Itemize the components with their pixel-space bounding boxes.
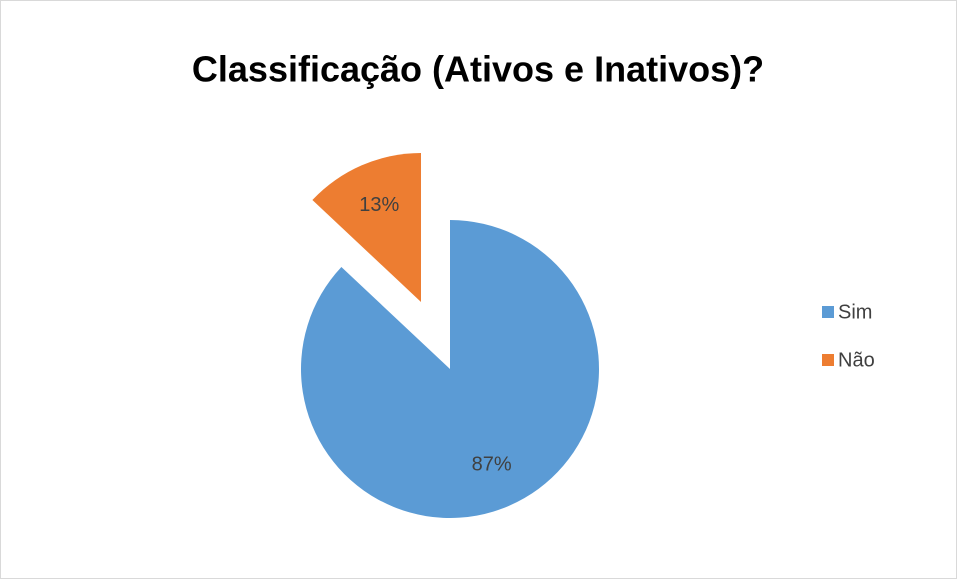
pie-slice — [300, 220, 599, 518]
pie-slice — [312, 153, 422, 303]
chart-title: Classificação (Ativos e Inativos)? — [192, 49, 764, 90]
legend-label: Sim — [838, 301, 872, 323]
data-label: 87% — [472, 454, 512, 476]
legend-swatch — [822, 354, 834, 366]
data-label: 13% — [359, 194, 399, 216]
legend-label: Não — [838, 349, 875, 371]
legend-swatch — [822, 306, 834, 318]
